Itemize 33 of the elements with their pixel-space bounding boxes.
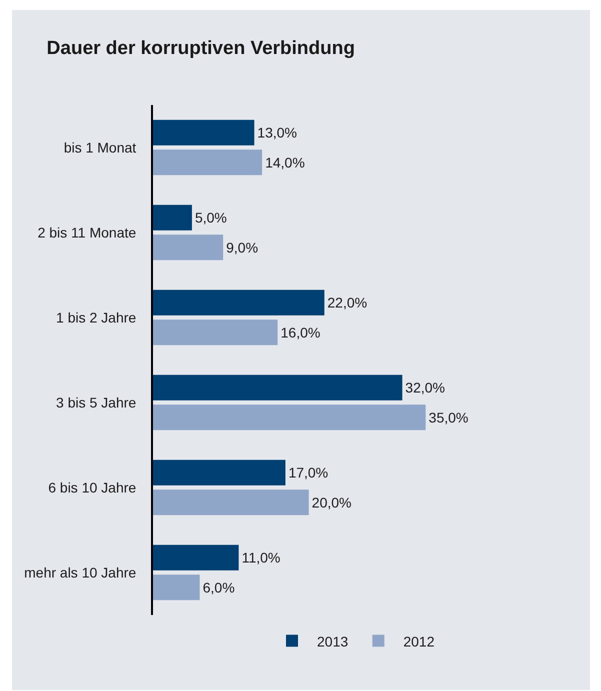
bar — [153, 490, 309, 516]
data-label: 35,0% — [428, 409, 468, 426]
bar — [153, 544, 239, 570]
data-label: 11,0% — [242, 550, 280, 566]
data-label: 13,0% — [257, 124, 297, 141]
legend-label: 2013 — [317, 633, 348, 650]
bar — [153, 120, 254, 146]
data-label: 6,0% — [202, 579, 235, 596]
data-label: 16,0% — [280, 324, 320, 340]
bar — [153, 290, 324, 316]
data-label: 32,0% — [405, 380, 445, 396]
bar — [153, 320, 278, 346]
bar — [153, 574, 200, 600]
data-label: 5,0% — [194, 210, 227, 226]
y-tick-label: 2 bis 11 Monate — [38, 224, 136, 240]
legend-label: 2012 — [403, 633, 435, 650]
y-tick-label: 3 bis 5 Jahre — [56, 394, 136, 410]
bar — [153, 150, 262, 176]
y-tick-label: 1 bis 2 Jahre — [56, 309, 136, 326]
bar — [153, 460, 286, 486]
bar — [153, 374, 402, 400]
y-tick-label: mehr als 10 Jahre — [24, 564, 136, 580]
bar — [153, 204, 192, 230]
data-label: 14,0% — [265, 154, 305, 170]
y-tick-label: bis 1 Monat — [64, 139, 136, 156]
y-tick-label: 6 bis 10 Jahre — [48, 479, 136, 496]
chart-title: Dauer der korruptiven Verbindung — [46, 38, 355, 59]
data-label: 20,0% — [312, 494, 352, 510]
data-label: 9,0% — [226, 239, 258, 256]
data-label: 17,0% — [288, 464, 328, 481]
bar — [153, 234, 224, 260]
data-label: 22,0% — [327, 294, 368, 311]
bar — [153, 404, 426, 430]
